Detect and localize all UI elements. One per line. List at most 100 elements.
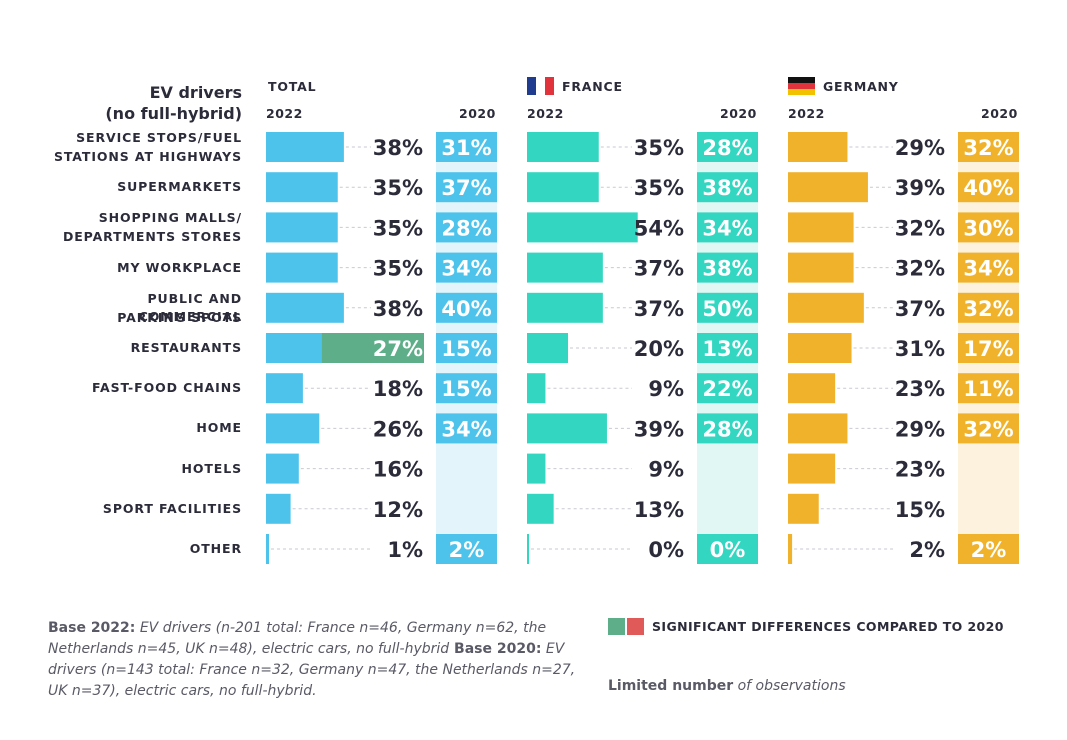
- year-2020-label: 2020: [981, 106, 1018, 121]
- box-2020: [697, 172, 758, 203]
- bar-2022: [527, 132, 599, 162]
- bar-2022: [788, 453, 836, 484]
- panel-title-germany: GERMANY: [823, 79, 899, 94]
- bar-2022: [788, 413, 848, 444]
- significance-highlight: [321, 333, 424, 363]
- value-2022-label: 16%: [373, 458, 423, 482]
- box-2020: [436, 132, 497, 162]
- value-2020-label: 40%: [441, 297, 491, 321]
- bar-2022: [527, 534, 529, 564]
- value-2022-label: 37%: [634, 297, 684, 321]
- box-2020: [958, 373, 1019, 404]
- value-2020-label: 11%: [963, 377, 1013, 401]
- value-2020-label: 22%: [702, 377, 752, 401]
- bar-chart: 38% 31% 35% 37% 35% 28% 35% 34% 38% 40% 27% 15% 18% 1…: [266, 132, 1019, 564]
- bar-2022: [266, 413, 320, 444]
- value-2020-label: 34%: [441, 417, 491, 441]
- bar-2022: [788, 534, 793, 564]
- value-2020-label: 0%: [710, 538, 746, 562]
- value-2022-label: 9%: [648, 458, 684, 482]
- box-2020: [436, 373, 497, 404]
- box-2020: [697, 534, 758, 564]
- category-label: PUBLIC AND COMMERCIAL: [138, 290, 242, 324]
- footnote-base2020-label: Base 2020:: [449, 641, 542, 657]
- bar-2022: [266, 252, 338, 283]
- value-2022-label: 38%: [373, 136, 423, 160]
- bar-2022: [527, 212, 638, 243]
- bar-2022: [527, 252, 603, 283]
- value-2020-label: 38%: [702, 257, 752, 281]
- value-2022-label: 35%: [634, 176, 684, 200]
- box-2020: [958, 132, 1019, 162]
- category-label: SUPERMARKETS: [117, 179, 242, 195]
- value-2020-label: 34%: [441, 257, 491, 281]
- category-label: FAST-FOOD CHAINS: [91, 380, 242, 396]
- germany-flag-icon: [788, 77, 815, 95]
- category-label: OTHER: [189, 541, 242, 556]
- value-2020-label: 37%: [441, 176, 491, 200]
- footnote-base2022-label: Base 2022:: [48, 620, 136, 636]
- category-label: MY WORKPLACE: [117, 259, 242, 275]
- value-2022-label: 29%: [895, 417, 945, 441]
- value-2022-label: 26%: [373, 417, 423, 441]
- bar-2022: [527, 413, 607, 444]
- value-2022-label: 9%: [648, 377, 684, 401]
- box-2020: [697, 252, 758, 283]
- value-2022-label: 37%: [895, 297, 945, 321]
- value-2022-label: 35%: [634, 136, 684, 160]
- footnote-base2020-text: EV drivers (n=143 total: France n=32, Ge…: [48, 641, 576, 699]
- value-2020-label: 2%: [449, 538, 485, 562]
- header-title-line2: (no full-hybrid): [105, 104, 242, 123]
- value-2020-label: 15%: [441, 337, 491, 361]
- panel-title-total: TOTAL: [268, 79, 317, 94]
- value-2022-label: 35%: [373, 257, 423, 281]
- bar-2022: [527, 333, 568, 363]
- box-2020: [697, 132, 758, 162]
- value-2022-label: 12%: [373, 498, 423, 522]
- value-2020-label: 13%: [702, 337, 752, 361]
- bar-2022: [788, 212, 854, 243]
- value-2020-label: 28%: [702, 136, 752, 160]
- value-2020-label: 31%: [441, 136, 491, 160]
- category-label: SPORT FACILITIES: [102, 500, 242, 516]
- bar-2022: [266, 373, 303, 404]
- category-label: RESTAURANTS: [130, 340, 242, 355]
- box-2020: [958, 252, 1019, 283]
- value-2022-label: 1%: [387, 538, 423, 562]
- bar-2022: [527, 453, 546, 484]
- value-2022-label: 27%: [373, 337, 423, 361]
- bar-2022: [266, 212, 338, 243]
- bar-2022: [788, 292, 864, 323]
- legend-red-swatch: [627, 618, 644, 635]
- box-2020: [436, 413, 497, 444]
- value-2022-label: 31%: [895, 337, 945, 361]
- value-2020-label: 38%: [702, 176, 752, 200]
- box-2020: [697, 333, 758, 363]
- value-2020-label: 34%: [702, 216, 752, 240]
- bar-2022: [266, 132, 344, 162]
- footnote: Base 2022: EV drivers (n-201 total: Fran…: [48, 618, 588, 702]
- header-title-line1: EV drivers: [149, 83, 242, 102]
- legend-limited: Limited number of observations: [608, 678, 846, 694]
- bar-2022: [527, 172, 599, 203]
- value-2022-label: 39%: [634, 417, 684, 441]
- value-2020-label: 30%: [963, 216, 1013, 240]
- legend-limited-rest: of observations: [733, 678, 846, 694]
- value-2022-label: 35%: [373, 176, 423, 200]
- value-2022-label: 13%: [634, 498, 684, 522]
- france-flag-icon: [527, 77, 554, 95]
- box-2020: [436, 252, 497, 283]
- value-2020-label: 28%: [441, 216, 491, 240]
- value-2022-label: 18%: [373, 377, 423, 401]
- value-2020-label: 17%: [963, 337, 1013, 361]
- bar-2022: [266, 534, 269, 564]
- value-2020-label: 28%: [702, 417, 752, 441]
- bar-2022: [266, 333, 322, 363]
- bar-2022: [788, 493, 819, 524]
- bar-2022: [266, 453, 299, 484]
- bar-2022: [788, 373, 836, 404]
- bar-2022: [788, 333, 852, 363]
- bar-2022: [527, 292, 603, 323]
- value-2022-label: 0%: [648, 538, 684, 562]
- value-2022-label: 38%: [373, 297, 423, 321]
